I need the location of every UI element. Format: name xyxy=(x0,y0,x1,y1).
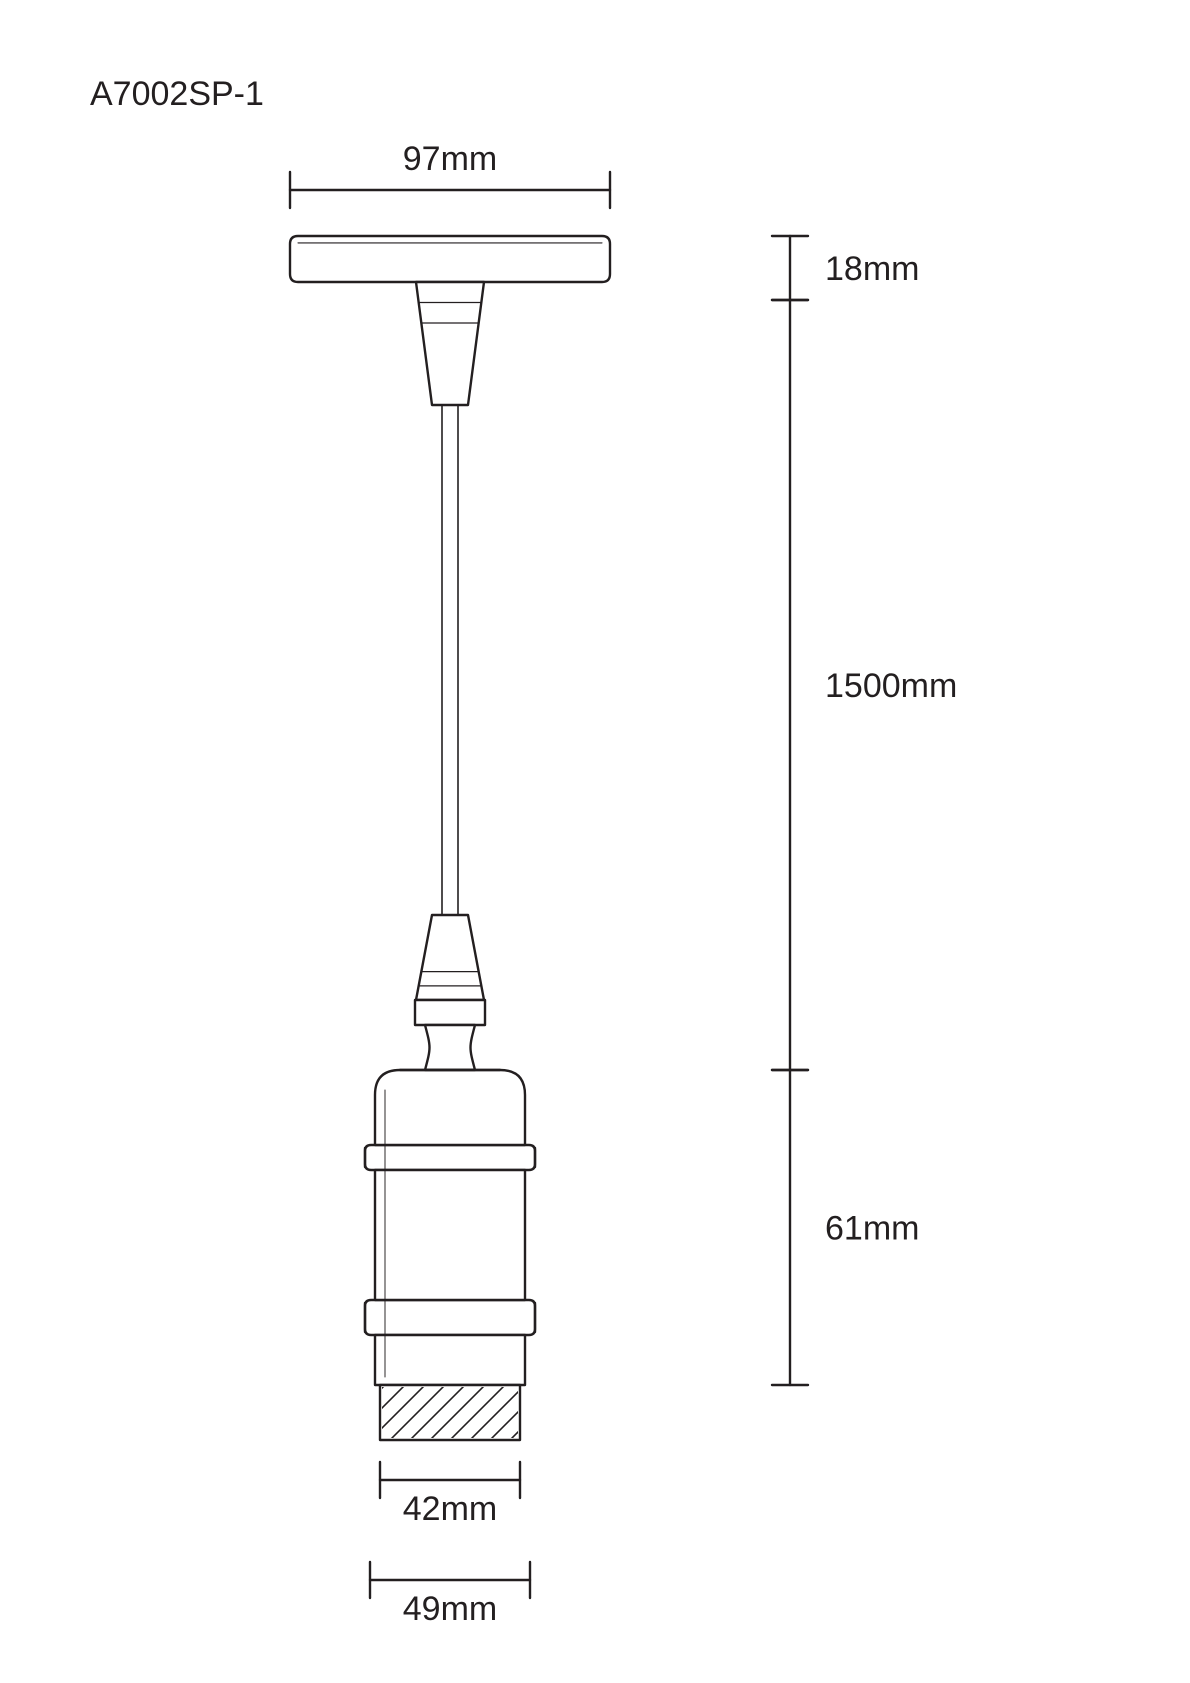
svg-text:1500mm: 1500mm xyxy=(825,667,957,705)
svg-text:42mm: 42mm xyxy=(403,1490,497,1528)
svg-text:49mm: 49mm xyxy=(403,1590,497,1628)
svg-text:18mm: 18mm xyxy=(825,250,919,288)
svg-text:61mm: 61mm xyxy=(825,1209,919,1247)
product-id: A7002SP-1 xyxy=(90,75,264,113)
svg-text:97mm: 97mm xyxy=(403,140,497,178)
